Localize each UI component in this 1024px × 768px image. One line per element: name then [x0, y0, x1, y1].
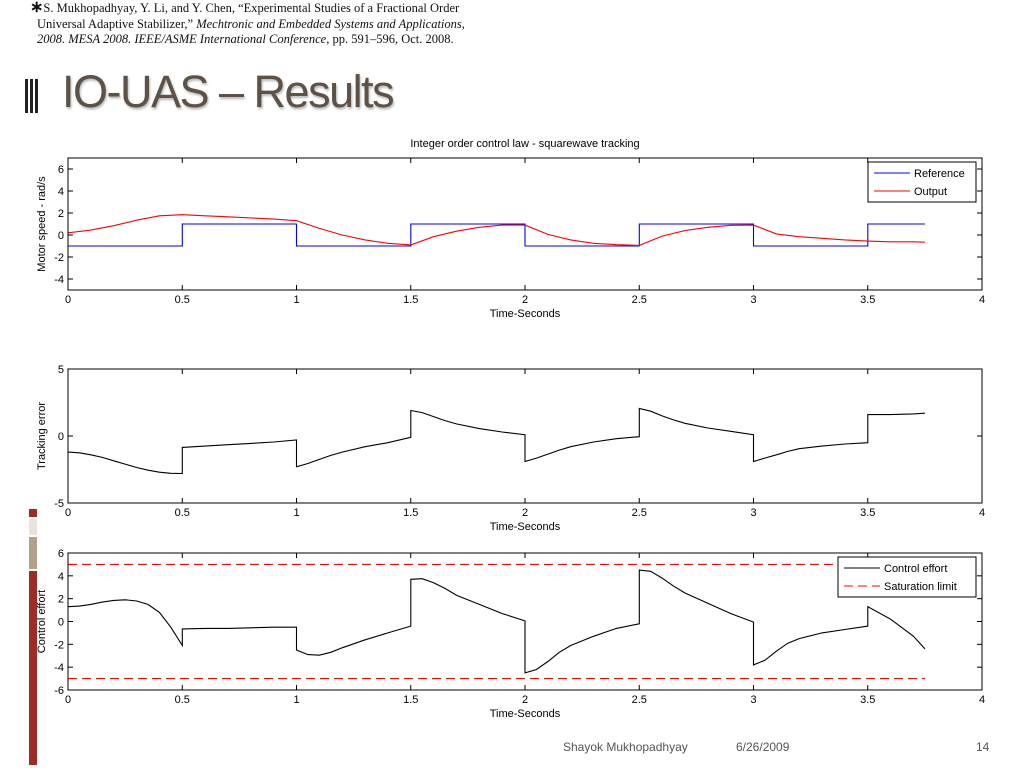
panel2-x-tick-label: 2: [522, 507, 528, 519]
panel2-x-tick-label: 3: [750, 507, 756, 519]
accent-bars: [29, 509, 37, 765]
panel1-x-axis-label: Time-Seconds: [490, 308, 561, 320]
panel1-x-tick-label: 4: [979, 294, 985, 306]
panel3-control-effort-line: [67, 569, 926, 674]
panel3-legend-label: Saturation limit: [884, 581, 957, 593]
footer-author: Shayok Mukhopadhyay: [563, 740, 688, 754]
panel1-x-tick-label: 0.5: [175, 294, 190, 306]
panel2-x-tick-label: 0: [65, 507, 71, 519]
panel1-x-tick-label: 1: [293, 294, 299, 306]
citation-line-2: Universal Adaptive Stabilizer,” Mechtron…: [37, 16, 465, 31]
citation-line-1: ∗S. Mukhopadhyay, Y. Li, and Y. Chen, “E…: [30, 0, 460, 16]
panel3-y-tick-label: 4: [58, 571, 64, 583]
panel1-y-axis-label: Motor speed - rad/s: [36, 176, 48, 272]
panel1-x-tick-label: 0: [65, 294, 71, 306]
panel2-x-tick-label: 3.5: [860, 507, 875, 519]
panel1-chart-title: Integer order control law - squarewave t…: [410, 138, 639, 150]
panel3-x-tick-label: 0: [65, 694, 71, 706]
panel2-y-tick-label: 0: [58, 431, 64, 443]
panel3-x-tick-label: 4: [979, 694, 985, 706]
panel3-x-tick-label: 1.5: [403, 694, 418, 706]
panel1-legend-label: Reference: [914, 168, 965, 180]
panel3-legend-label: Control effort: [884, 563, 947, 575]
panel3-x-tick-label: 0.5: [175, 694, 190, 706]
panel2-x-axis-label: Time-Seconds: [490, 521, 561, 533]
panel3-y-tick-label: -2: [54, 639, 64, 651]
panel3-y-tick-label: 6: [58, 548, 64, 560]
panel2-x-tick-label: 1: [293, 507, 299, 519]
panel2-x-tick-label: 0.5: [175, 507, 190, 519]
panel2-y-axis-label: Tracking error: [36, 402, 48, 470]
panel3-x-tick-label: 3.5: [860, 694, 875, 706]
panel3-y-axis-label: Control effort: [36, 590, 48, 653]
panel1-x-tick-label: 3: [750, 294, 756, 306]
panel1-axes-frame: [67, 157, 983, 291]
panel1-y-tick-label: 6: [58, 164, 64, 176]
citation-marker: ∗: [30, 0, 44, 16]
panel2-series-0-line: [67, 407, 925, 475]
citation-line-3: 2008. MESA 2008. IEEE/ASME International…: [37, 32, 454, 46]
panel1-legend-label: Output: [914, 186, 947, 198]
panel3-y-tick-label: -6: [54, 685, 64, 697]
panel2-x-tick-label: 4: [979, 507, 985, 519]
footer-page-number: 14: [976, 740, 990, 754]
panel1-x-tick-label: 1.5: [403, 294, 418, 306]
panel1-reference-line: [68, 223, 925, 247]
footer-date: 6/26/2009: [736, 740, 790, 754]
title-bullet-icon: [25, 79, 39, 113]
panel1-x-tick-label: 2: [522, 294, 528, 306]
panel1-legend: [867, 161, 977, 203]
panel2-y-tick-label: 5: [58, 364, 64, 376]
panel3-x-tick-label: 2.5: [632, 694, 647, 706]
panel3-y-tick-label: 0: [58, 617, 64, 629]
panel1-y-tick-label: 4: [58, 186, 64, 198]
panel2-y-tick-label: -5: [54, 498, 64, 510]
panel1-x-tick-label: 2.5: [632, 294, 647, 306]
slide-title: IO-UAS – Results: [62, 66, 395, 117]
panel3-x-axis-label: Time-Seconds: [490, 708, 561, 720]
panel1-y-tick-label: -2: [54, 252, 64, 264]
panel3-y-tick-label: 2: [58, 594, 64, 606]
panel1-y-tick-label: -4: [54, 274, 64, 286]
panel1-y-tick-label: 2: [58, 208, 64, 220]
panel3-x-tick-label: 3: [750, 694, 756, 706]
panel3-x-tick-label: 1: [293, 694, 299, 706]
panel2-axes-frame: [67, 368, 983, 504]
panel1-output-line: [67, 214, 925, 246]
panel3-legend: [837, 556, 977, 598]
panel3-y-tick-label: -4: [54, 662, 64, 674]
citation: ∗S. Mukhopadhyay, Y. Li, and Y. Chen, “E…: [30, 0, 730, 48]
panel3-axes-frame: [67, 552, 983, 691]
panel2-x-tick-label: 2.5: [632, 507, 647, 519]
panel2-x-tick-label: 1.5: [403, 507, 418, 519]
panel3-x-tick-label: 2: [522, 694, 528, 706]
panel1-x-tick-label: 3.5: [860, 294, 875, 306]
panel1-y-tick-label: 0: [58, 230, 64, 242]
